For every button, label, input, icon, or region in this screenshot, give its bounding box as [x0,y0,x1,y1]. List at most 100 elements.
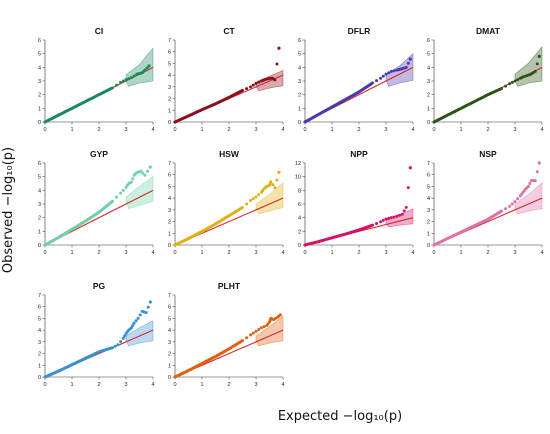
x-tick-label: 4 [151,250,154,256]
data-point [125,78,128,81]
x-tick-label: 0 [43,127,46,133]
data-point [241,206,244,209]
data-point [249,333,252,336]
y-tick-label: 0 [168,120,171,126]
data-point [538,55,541,58]
x-tick-label: 0 [173,127,176,133]
data-point [119,340,122,343]
data-point [401,213,404,216]
y-tick-label: 0 [38,120,41,126]
data-point [249,85,252,88]
panel-title: NSP [479,149,497,159]
data-point [114,345,117,348]
x-tick-label: 1 [459,250,462,256]
data-point [405,66,408,69]
x-tick-label: 0 [173,250,176,256]
data-point [516,78,519,81]
data-point [143,174,146,177]
panel-title: HSW [219,149,240,159]
data-point [116,343,119,346]
data-point [130,181,133,184]
data-point [534,70,537,73]
data-point [385,73,388,76]
x-tick-label: 3 [513,250,516,256]
x-tick-label: 3 [513,127,516,133]
y-tick-label: 1 [298,106,301,112]
data-point [252,84,255,87]
x-tick-label: 4 [151,127,154,133]
panel-title: CT [223,26,235,36]
data-point [528,182,531,185]
y-tick-label: 6 [298,202,301,208]
x-axis-label: Expected −log₁₀(p) [278,409,402,424]
y-tick-label: 7 [168,38,171,44]
data-point [387,217,390,220]
data-point [382,219,385,222]
y-tick-label: 4 [38,188,41,194]
y-tick-label: 7 [427,161,430,167]
y-tick-label: 1 [168,108,171,114]
data-point [390,216,393,219]
x-tick-label: 1 [70,127,73,133]
y-tick-label: 3 [168,340,171,346]
data-point [257,328,260,331]
y-tick-label: 2 [298,229,301,235]
data-point [395,215,398,218]
y-tick-label: 8 [298,188,301,194]
y-tick-label: 0 [168,375,171,381]
y-tick-label: 2 [298,93,301,99]
x-tick-label: 2 [357,250,360,256]
data-point [119,192,122,195]
y-tick-label: 5 [298,52,301,58]
data-point [249,199,252,202]
data-point [382,75,385,78]
x-tick-label: 4 [411,250,414,256]
y-tick-label: 3 [38,340,41,346]
data-point [407,186,410,189]
y-tick-label: 2 [38,216,41,222]
x-tick-label: 3 [254,250,257,256]
x-tick-label: 4 [281,127,284,133]
y-tick-label: 6 [168,173,171,179]
x-tick-label: 3 [254,127,257,133]
data-point [387,71,390,74]
data-point [245,203,248,206]
x-tick-label: 3 [124,127,127,133]
y-tick-label: 5 [38,175,41,181]
qq-panel-ci: CI 0 1 2 3 4 0 1 2 3 4 5 6 [38,26,155,133]
data-point [504,85,507,88]
y-tick-label: 10 [295,175,301,181]
data-point [115,196,118,199]
data-point [277,171,280,174]
qq-panel-ct: CT0 1 2 3 401234567 [168,26,285,133]
y-tick-label: 6 [427,38,430,44]
data-point [127,77,130,80]
y-tick-label: 0 [38,243,41,249]
data-point [379,77,382,80]
y-tick-label: 2 [168,352,171,358]
x-tick-label: 3 [254,382,257,388]
y-tick-label: 0 [168,243,171,249]
data-point [255,195,258,198]
confidence-band [256,183,283,214]
data-point [277,47,280,50]
data-point [131,177,134,180]
x-tick-label: 2 [97,382,100,388]
data-point [111,200,114,203]
x-tick-label: 0 [43,250,46,256]
data-point [405,206,408,209]
x-tick-label: 2 [227,127,230,133]
y-tick-label: 6 [427,173,430,179]
y-tick-label: 2 [38,352,41,358]
qq-panel-pg: PG0 1 2 3 401234567 [38,281,155,388]
x-tick-label: 0 [303,127,306,133]
data-point [269,180,272,183]
x-tick-label: 4 [281,382,284,388]
data-point [137,317,140,320]
data-point [135,319,138,322]
data-point [527,185,530,188]
data-point [241,339,244,342]
x-tick-label: 0 [432,127,435,133]
data-point [403,209,406,212]
